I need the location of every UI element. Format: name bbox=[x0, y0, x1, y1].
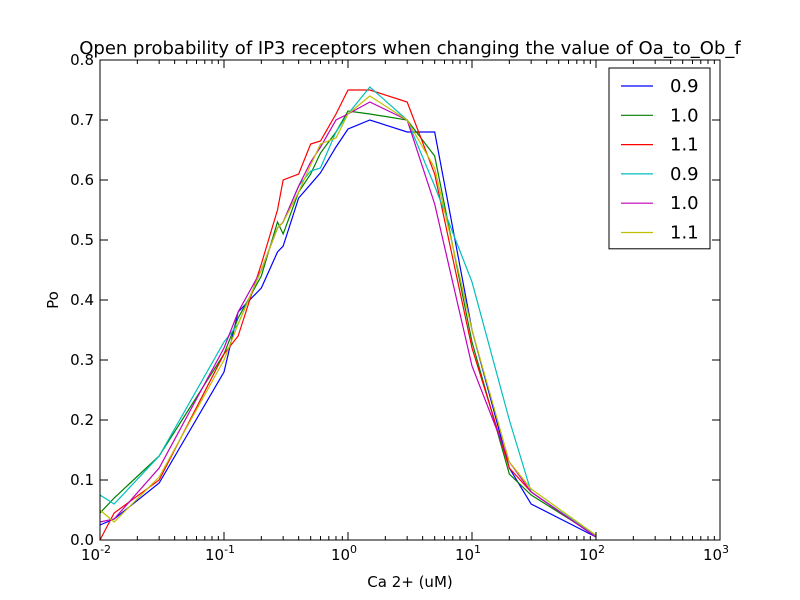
series-line-5 bbox=[99, 95, 597, 536]
axis-ticks: 10-2 10-1 100 101 102 103 0.0 0.1 0.2 0.3 0.4 0.5 0.… bbox=[70, 51, 729, 564]
legend-label-3: 0.9 bbox=[670, 164, 699, 185]
series-line-3 bbox=[99, 86, 597, 537]
legend-label-0: 0.9 bbox=[670, 76, 699, 97]
plot-area bbox=[99, 86, 597, 541]
y-axis-label: Po bbox=[44, 291, 62, 309]
y-tick-label: 0.6 bbox=[70, 171, 94, 189]
y-tick-label: 0.1 bbox=[70, 471, 94, 489]
series-line-0 bbox=[99, 119, 597, 538]
legend: 0.9 1.0 1.1 0.9 1.0 1.1 bbox=[608, 67, 711, 250]
legend-label-1: 1.0 bbox=[670, 105, 699, 126]
series-line-4 bbox=[99, 101, 597, 538]
x-tick-label: 102 bbox=[579, 543, 605, 564]
chart-title: Open probability of IP3 receptors when c… bbox=[79, 38, 741, 59]
y-tick-label: 0.2 bbox=[70, 411, 94, 429]
y-tick-label: 0.7 bbox=[70, 111, 94, 129]
series-line-2 bbox=[99, 89, 597, 541]
legend-label-5: 1.1 bbox=[670, 223, 699, 244]
y-tick-label: 0.4 bbox=[70, 291, 94, 309]
x-tick-label: 100 bbox=[331, 543, 357, 564]
y-tick-label: 0.3 bbox=[70, 351, 94, 369]
x-axis-label: Ca 2+ (uM) bbox=[367, 573, 452, 591]
y-tick-label: 0.8 bbox=[70, 51, 94, 69]
x-tick-label: 10-2 bbox=[81, 543, 111, 564]
series-line-1 bbox=[99, 110, 597, 537]
x-tick-label: 10-1 bbox=[205, 543, 235, 564]
x-tick-label: 101 bbox=[455, 543, 481, 564]
legend-box bbox=[608, 67, 711, 250]
legend-label-4: 1.0 bbox=[670, 193, 699, 214]
y-tick-label: 0.0 bbox=[70, 531, 94, 549]
y-tick-label: 0.5 bbox=[70, 231, 94, 249]
x-tick-label: 103 bbox=[703, 543, 729, 564]
legend-label-2: 1.1 bbox=[670, 135, 699, 156]
